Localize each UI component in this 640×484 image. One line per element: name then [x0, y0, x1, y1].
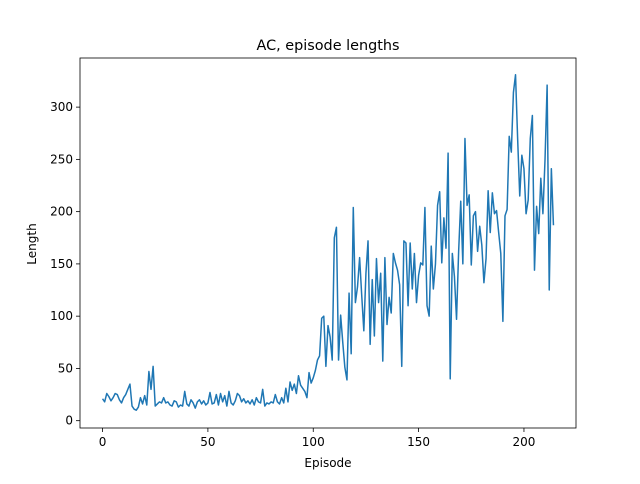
y-tick-label: 150: [50, 257, 73, 271]
y-tick-label: 0: [65, 414, 73, 428]
y-axis-label: Length: [25, 223, 39, 264]
series-line: [101, 73, 555, 411]
plot-frame: [79, 57, 577, 429]
x-tick-label: 100: [302, 435, 325, 449]
x-axis-label: Episode: [304, 456, 351, 470]
y-tick-label: 50: [58, 361, 73, 375]
x-tick-label: 150: [407, 435, 430, 449]
x-tick-label: 50: [200, 435, 215, 449]
chart-title: AC, episode lengths: [256, 38, 399, 54]
x-tick-label: 0: [99, 435, 107, 449]
y-tick-label: 100: [50, 309, 73, 323]
y-tick-label: 200: [50, 205, 73, 219]
y-tick-label: 300: [50, 100, 73, 114]
x-tick-label: 200: [513, 435, 536, 449]
y-tick-label: 250: [50, 152, 73, 166]
